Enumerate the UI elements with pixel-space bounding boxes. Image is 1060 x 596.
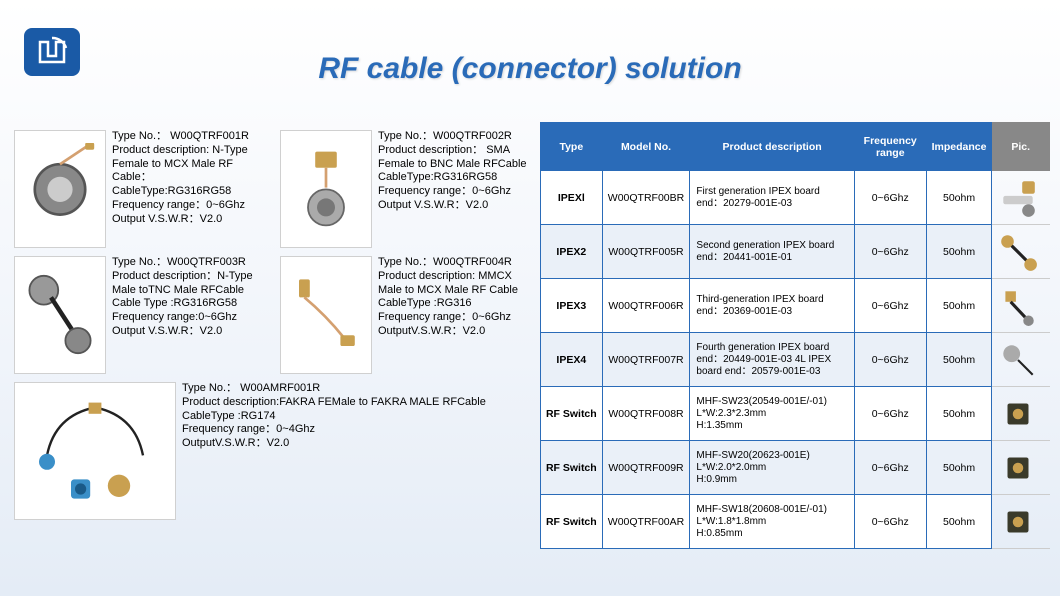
connector-thumb-icon — [994, 282, 1042, 330]
product-spec-text: Type No.：W00QTRF003R Product description… — [112, 256, 270, 374]
cell-freq: 0~6Ghz — [854, 171, 926, 225]
col-pic: Pic. — [992, 123, 1050, 171]
cell-type: RF Switch — [541, 495, 603, 549]
cell-desc: Fourth generation IPEX board end：20449-0… — [690, 333, 854, 387]
table-row: IPEXlW00QTRF00BRFirst generation IPEX bo… — [541, 171, 1050, 225]
cell-pic — [992, 441, 1050, 495]
cell-imp: 50ohm — [926, 171, 992, 225]
connector-thumb-icon — [994, 228, 1042, 276]
cell-model: W00QTRF009R — [602, 441, 690, 495]
cell-pic — [992, 279, 1050, 333]
cell-type: IPEX4 — [541, 333, 603, 387]
cell-type: IPEXl — [541, 171, 603, 225]
product-block: Type No.： W00QTRF001R Product descriptio… — [14, 130, 270, 248]
connector-thumb-icon — [994, 498, 1042, 546]
spec-table-container: Type Model No. Product description Frequ… — [540, 122, 1050, 549]
product-spec-text: Type No.： W00AMRF001R Product descriptio… — [182, 382, 486, 520]
page-title: RF cable (connector) solution — [0, 52, 1060, 86]
connector-thumb-icon — [994, 336, 1042, 384]
cell-model: W00QTRF006R — [602, 279, 690, 333]
product-image — [280, 130, 372, 248]
product-spec-text: Type No.：W00QTRF002R Product description… — [378, 130, 536, 248]
cell-desc: MHF-SW23(20549-001E/-01) L*W:2.3*2.3mm H… — [690, 387, 854, 441]
cell-model: W00QTRF007R — [602, 333, 690, 387]
cell-desc: MHF-SW18(20608-001E/-01) L*W:1.8*1.8mm H… — [690, 495, 854, 549]
cell-pic — [992, 495, 1050, 549]
cell-pic — [992, 387, 1050, 441]
table-row: IPEX2W00QTRF005RSecond generation IPEX b… — [541, 225, 1050, 279]
cell-type: IPEX2 — [541, 225, 603, 279]
cell-imp: 50ohm — [926, 333, 992, 387]
cell-desc: Second generation IPEX board end：20441-0… — [690, 225, 854, 279]
product-spec-text: Type No.：W00QTRF004R Product description… — [378, 256, 536, 374]
cell-imp: 50ohm — [926, 279, 992, 333]
cell-desc: MHF-SW20(20623-001E) L*W:2.0*2.0mm H:0.9… — [690, 441, 854, 495]
cell-model: W00QTRF00AR — [602, 495, 690, 549]
product-block: Type No.：W00QTRF004R Product description… — [280, 256, 536, 374]
table-row: IPEX3W00QTRF006RThird-generation IPEX bo… — [541, 279, 1050, 333]
cell-imp: 50ohm — [926, 387, 992, 441]
connector-thumb-icon — [994, 444, 1042, 492]
col-type: Type — [541, 123, 603, 171]
col-model: Model No. — [602, 123, 690, 171]
cell-model: W00QTRF00BR — [602, 171, 690, 225]
table-header-row: Type Model No. Product description Frequ… — [541, 123, 1050, 171]
cell-model: W00QTRF008R — [602, 387, 690, 441]
table-row: RF SwitchW00QTRF00ARMHF-SW18(20608-001E/… — [541, 495, 1050, 549]
cell-type: RF Switch — [541, 441, 603, 495]
cell-freq: 0~6Ghz — [854, 225, 926, 279]
product-image — [14, 256, 106, 374]
product-image — [14, 130, 106, 248]
cell-freq: 0~6Ghz — [854, 279, 926, 333]
connector-thumb-icon — [994, 174, 1042, 222]
cell-desc: First generation IPEX board end：20279-00… — [690, 171, 854, 225]
col-imp: Impedance — [926, 123, 992, 171]
cell-freq: 0~6Ghz — [854, 495, 926, 549]
cell-imp: 50ohm — [926, 495, 992, 549]
cell-model: W00QTRF005R — [602, 225, 690, 279]
col-freq: Frequency range — [854, 123, 926, 171]
product-image — [14, 382, 176, 520]
table-row: RF SwitchW00QTRF008RMHF-SW23(20549-001E/… — [541, 387, 1050, 441]
cell-freq: 0~6Ghz — [854, 333, 926, 387]
cell-pic — [992, 171, 1050, 225]
cell-type: IPEX3 — [541, 279, 603, 333]
connector-thumb-icon — [994, 390, 1042, 438]
product-block: Type No.：W00QTRF003R Product description… — [14, 256, 270, 374]
cell-pic — [992, 225, 1050, 279]
cell-freq: 0~6Ghz — [854, 441, 926, 495]
product-image — [280, 256, 372, 374]
cell-desc: Third-generation IPEX board end：20369-00… — [690, 279, 854, 333]
cell-type: RF Switch — [541, 387, 603, 441]
cell-freq: 0~6Ghz — [854, 387, 926, 441]
product-spec-text: Type No.： W00QTRF001R Product descriptio… — [112, 130, 270, 248]
col-desc: Product description — [690, 123, 854, 171]
cell-imp: 50ohm — [926, 225, 992, 279]
product-spec-column: Type No.： W00QTRF001R Product descriptio… — [14, 130, 536, 528]
table-row: IPEX4W00QTRF007RFourth generation IPEX b… — [541, 333, 1050, 387]
cell-imp: 50ohm — [926, 441, 992, 495]
spec-table: Type Model No. Product description Frequ… — [540, 122, 1050, 549]
cell-pic — [992, 333, 1050, 387]
product-block: Type No.： W00AMRF001R Product descriptio… — [14, 382, 534, 520]
product-block: Type No.：W00QTRF002R Product description… — [280, 130, 536, 248]
table-row: RF SwitchW00QTRF009RMHF-SW20(20623-001E)… — [541, 441, 1050, 495]
